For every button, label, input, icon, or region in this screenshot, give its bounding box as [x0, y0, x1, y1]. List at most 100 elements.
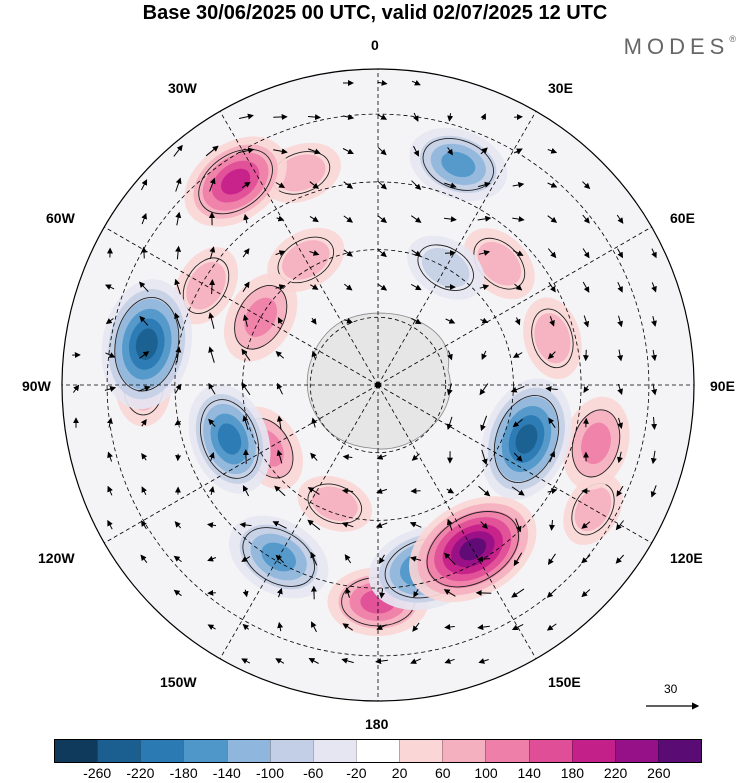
wind-vector-228: [311, 621, 317, 633]
wind-vector-206: [444, 552, 456, 566]
meridian-240: [104, 384, 379, 544]
wind-vector-148: [141, 452, 148, 461]
wind-vector-202: [310, 551, 318, 566]
wind-vector-118: [72, 384, 80, 393]
wind-vector-138: [276, 415, 283, 430]
colorbar-cell-4: [226, 740, 270, 762]
latitude-circle-3: [309, 316, 447, 454]
wind-vector-48: [477, 215, 492, 222]
wind-vector-8: [413, 112, 419, 122]
wind-vector-30: [343, 181, 354, 189]
wind-vector-96: [445, 318, 456, 324]
wind-vector-13: [205, 145, 219, 157]
colorbar-cell-3: [183, 740, 227, 762]
wind-vector-159: [513, 452, 523, 462]
wind-vector-21: [480, 147, 488, 155]
meridian-300: [104, 226, 379, 386]
colorbar-tick-label: -20: [346, 765, 367, 781]
wind-vector-134: [140, 418, 147, 427]
lon-label-120w: 120W: [38, 550, 75, 566]
wind-vector-190: [409, 521, 422, 528]
wind-vector-57: [242, 248, 250, 258]
wind-vector-179: [616, 485, 624, 497]
streamline-loop-10: [571, 409, 621, 478]
wind-vector-237: [275, 658, 285, 664]
wind-vector-140: [446, 416, 453, 431]
wind-vector-181: [107, 519, 113, 530]
wind-vector-101: [617, 315, 624, 328]
wind-vector-184: [207, 522, 217, 529]
wind-vector-60: [343, 249, 353, 257]
anomaly-contour-15-4: [217, 423, 242, 455]
wind-vector-198: [173, 555, 182, 563]
wind-vector-39: [175, 211, 182, 226]
wind-vector-37: [582, 181, 591, 190]
latitude-circle-0: [106, 113, 650, 657]
wind-vector-33: [444, 182, 457, 189]
wind-vector-177: [547, 488, 558, 495]
wind-vector-14: [238, 147, 255, 154]
wind-vector-108: [241, 348, 251, 361]
wind-vector-233: [477, 624, 490, 631]
lon-label-0: 0: [371, 37, 379, 53]
wind-vector-211: [615, 554, 625, 564]
wind-vector-169: [274, 485, 286, 497]
lat-lon-grid: [62, 69, 694, 701]
colorbar-cell-13: [614, 740, 658, 762]
colorbar-tick-label: 140: [517, 765, 541, 781]
wind-vector-127: [510, 385, 525, 393]
lon-label-150w: 150W: [160, 674, 197, 690]
wind-vector-226: [242, 623, 250, 631]
wind-vector-31: [377, 180, 387, 190]
wind-vector-102: [651, 315, 657, 327]
streamline-loop-16: [198, 148, 273, 215]
wind-vector-25: [175, 177, 182, 192]
wind-vector-29: [309, 181, 319, 189]
wind-vector-192: [480, 521, 488, 530]
wind-vector-5: [307, 114, 321, 121]
wind-vector-97: [480, 317, 489, 324]
wind-vector-125: [446, 383, 453, 396]
wind-vector-113: [512, 352, 523, 358]
wind-vector-208: [513, 552, 523, 567]
streamline-loop-5: [531, 308, 574, 369]
anomaly-contour-5-1: [534, 313, 571, 364]
wind-vector-168: [242, 485, 250, 497]
wind-vector-64: [478, 250, 491, 256]
wind-vector-200: [241, 556, 251, 562]
wind-vector-158: [481, 449, 488, 466]
wind-vector-67: [582, 248, 590, 259]
wind-vector-66: [547, 248, 557, 259]
meridian-60: [377, 226, 652, 386]
wind-vector-167: [208, 486, 215, 496]
wind-vector-38: [141, 212, 147, 225]
lon-label-30e: 30E: [548, 80, 573, 96]
wind-vector-111: [447, 350, 453, 361]
meridian-330: [219, 111, 379, 386]
wind-vector-107: [208, 346, 215, 363]
colorbar-tick-label: 220: [603, 765, 628, 781]
wind-vector-79: [410, 283, 422, 291]
wind-vector-7: [377, 114, 388, 120]
wind-vector-81: [479, 284, 490, 291]
wind-vector-126: [479, 383, 489, 396]
colorbar-tick-label: -60: [303, 765, 324, 781]
wind-vector-164: [107, 485, 113, 496]
wind-vector-180: [650, 485, 657, 498]
wind-vector-230: [376, 624, 388, 630]
wind-vector-85: [617, 281, 623, 293]
wind-vector-70: [104, 284, 115, 290]
colorbar-cell-11: [528, 740, 572, 762]
wind-vector-129: [583, 385, 590, 393]
wind-vector-77: [343, 283, 353, 291]
wind-vector-174: [446, 487, 455, 494]
meridian-210: [219, 384, 379, 659]
wind-vector-239: [341, 657, 354, 664]
wind-vector-165: [141, 486, 148, 496]
anomaly-contour-3-1: [282, 240, 330, 280]
wind-vector-194: [549, 520, 555, 531]
wind-vector-215: [276, 587, 283, 598]
antarctica-landmass: [306, 312, 451, 450]
wind-vector-204: [378, 554, 385, 564]
